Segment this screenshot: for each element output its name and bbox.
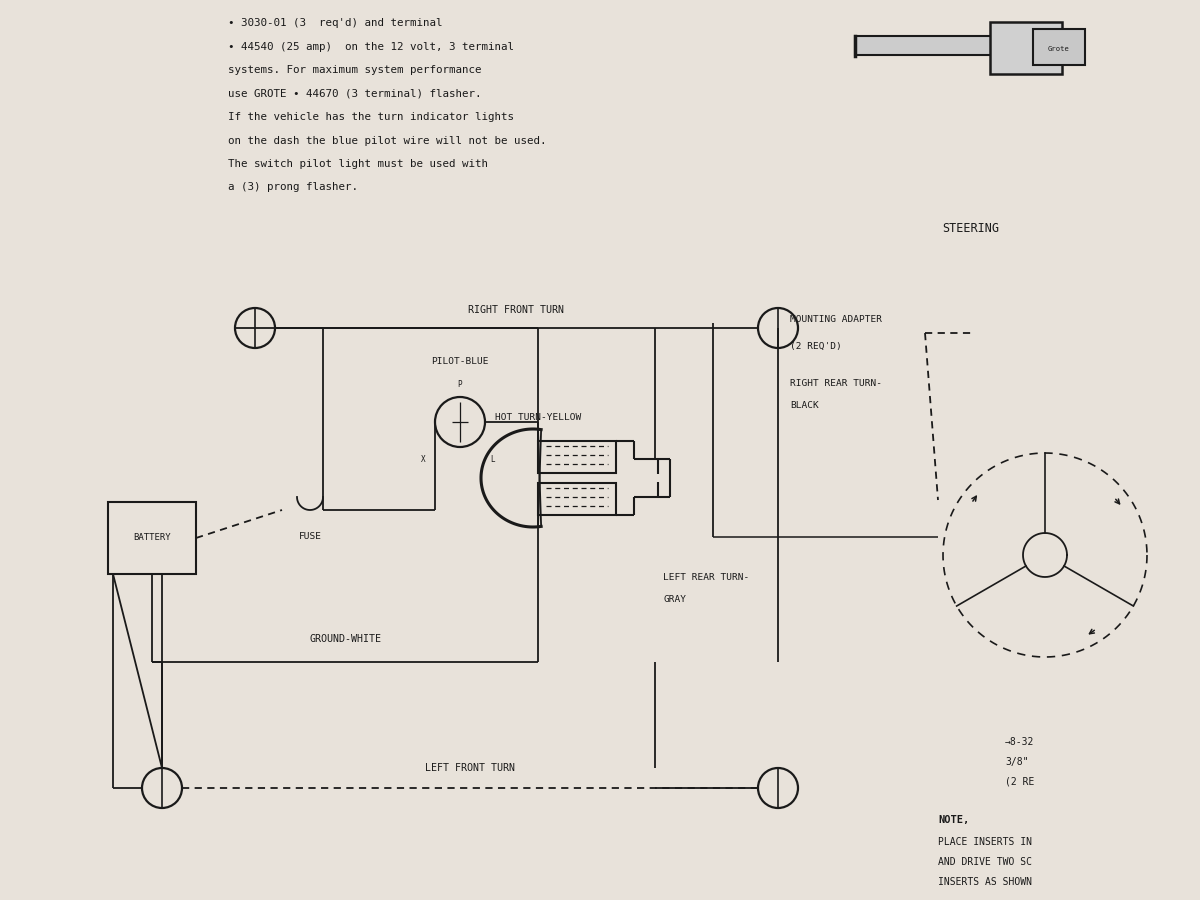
Text: 3/8": 3/8" [1006,757,1028,767]
Text: LEFT REAR TURN-: LEFT REAR TURN- [662,573,749,582]
Text: If the vehicle has the turn indicator lights: If the vehicle has the turn indicator li… [228,112,514,122]
Text: • 44540 (25 amp)  on the 12 volt, 3 terminal: • 44540 (25 amp) on the 12 volt, 3 termi… [228,41,514,51]
Text: The switch pilot light must be used with: The switch pilot light must be used with [228,159,488,169]
Text: systems. For maximum system performance: systems. For maximum system performance [228,65,481,75]
Text: L: L [491,455,496,464]
Bar [990,22,1062,74]
Text: FUSE: FUSE [299,532,322,541]
Text: RIGHT FRONT TURN: RIGHT FRONT TURN [468,305,564,315]
Text: P: P [457,380,462,389]
Text: a (3) prong flasher.: a (3) prong flasher. [228,183,358,193]
Bar [1033,29,1085,65]
Text: BLACK: BLACK [790,401,818,410]
Text: STEERING: STEERING [942,221,998,235]
Text: →8-32: →8-32 [1006,737,1034,747]
Text: MOUNTING ADAPTER: MOUNTING ADAPTER [790,316,882,325]
Text: GRAY: GRAY [662,596,686,605]
Text: GROUND-WHITE: GROUND-WHITE [310,634,382,644]
Bar [856,36,1000,55]
Text: PLACE INSERTS IN: PLACE INSERTS IN [938,837,1032,847]
Text: PILOT-BLUE: PILOT-BLUE [431,357,488,366]
Text: INSERTS AS SHOWN: INSERTS AS SHOWN [938,877,1032,887]
Text: (2 REQ'D): (2 REQ'D) [790,341,841,350]
Text: use GROTE • 44670 (3 terminal) flasher.: use GROTE • 44670 (3 terminal) flasher. [228,88,481,98]
Text: • 3030-01 (3  req'd) and terminal: • 3030-01 (3 req'd) and terminal [228,18,443,28]
Text: X: X [421,455,425,464]
Text: BATTERY: BATTERY [133,534,170,543]
Text: on the dash the blue pilot wire will not be used.: on the dash the blue pilot wire will not… [228,136,546,146]
Bar [108,502,196,574]
Text: (2 RE: (2 RE [1006,777,1034,787]
Text: HOT TURN-YELLOW: HOT TURN-YELLOW [494,412,581,421]
Bar [538,483,616,515]
Text: AND DRIVE TWO SC: AND DRIVE TWO SC [938,857,1032,867]
Text: LEFT FRONT TURN: LEFT FRONT TURN [425,763,515,773]
Text: NOTE,: NOTE, [938,815,970,825]
Text: Grote: Grote [1048,46,1070,52]
Text: RIGHT REAR TURN-: RIGHT REAR TURN- [790,379,882,388]
Bar [538,441,616,473]
